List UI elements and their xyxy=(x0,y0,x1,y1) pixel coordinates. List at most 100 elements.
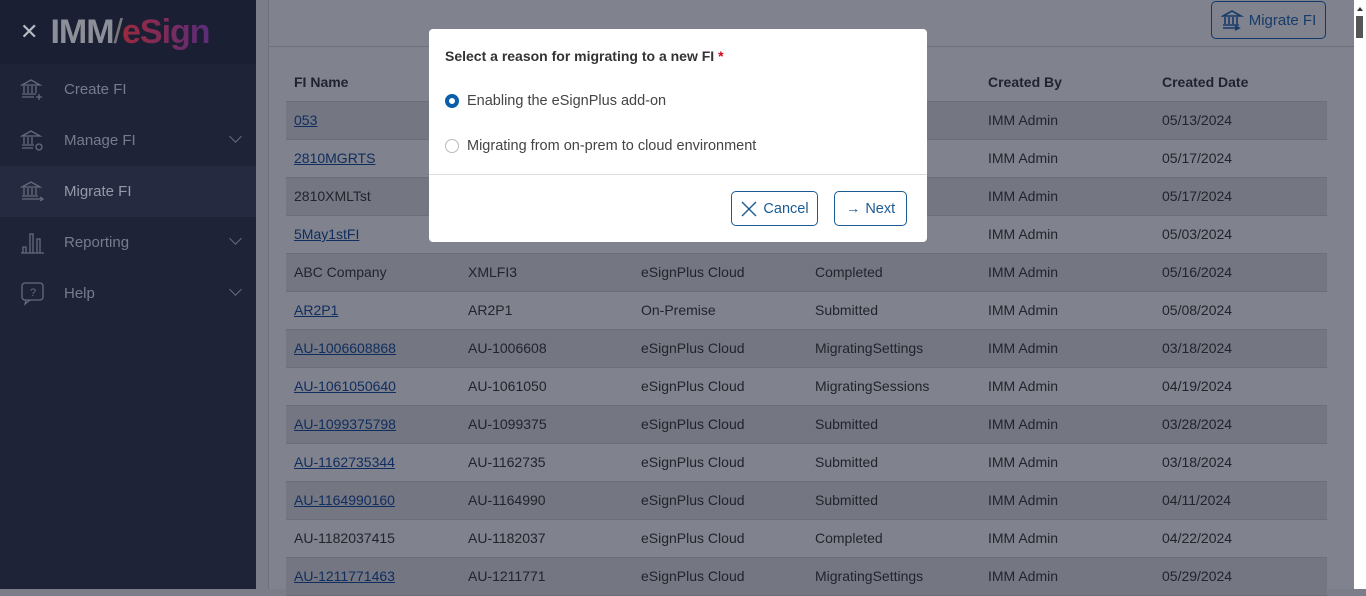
scrollbar[interactable] xyxy=(1354,0,1366,589)
table-row[interactable]: AU-1006608868 AU-1006608 eSignPlus Cloud Mi… xyxy=(286,329,1327,368)
cell-by: IMM Admin xyxy=(980,329,1154,368)
sidebar-item-label: Help xyxy=(64,285,95,302)
chevron-down-icon[interactable] xyxy=(229,232,242,245)
cell-c2: AU-1162735 xyxy=(460,443,633,482)
migrate-fi-button[interactable]: Migrate FI xyxy=(1211,1,1326,39)
radio-selected[interactable] xyxy=(445,94,459,108)
scrollbar-thumb[interactable] xyxy=(1356,16,1363,38)
cell-by: IMM Admin xyxy=(980,177,1154,216)
cell-date: 03/28/2024 xyxy=(1154,405,1327,444)
cell-c4: Completed xyxy=(807,253,980,292)
fi-name: 2810XMLTst xyxy=(294,188,371,204)
dialog-title: Select a reason for migrating to a new F… xyxy=(445,48,724,64)
column-header[interactable]: Created Date xyxy=(1154,63,1327,102)
chevron-down-icon[interactable] xyxy=(229,130,242,143)
cell-by: IMM Admin xyxy=(980,519,1154,558)
cell-c2: AU-1061050 xyxy=(460,367,633,406)
cell-c3: eSignPlus Cloud xyxy=(633,405,807,444)
divider xyxy=(429,174,927,175)
sidebar-item-migrate-fi[interactable]: Migrate FI xyxy=(0,166,256,217)
radio-unselected[interactable] xyxy=(445,139,459,153)
option-enable-esignplus[interactable]: Enabling the eSignPlus add-on xyxy=(445,93,666,109)
next-button[interactable]: → Next xyxy=(834,191,907,226)
sidebar-item-label: Migrate FI xyxy=(64,183,132,200)
fi-name: AU-1182037415 xyxy=(294,530,395,546)
help-icon: ? xyxy=(21,281,44,306)
cell-fi-name: AU-1164990160 xyxy=(286,481,460,520)
cell-fi-name: AU-1162735344 xyxy=(286,443,460,482)
logo: IMM/eSign xyxy=(50,12,210,51)
cell-c3: eSignPlus Cloud xyxy=(633,557,807,596)
cancel-button[interactable]: Cancel xyxy=(731,191,818,226)
sidebar-item-manage-fi[interactable]: Manage FI xyxy=(0,115,256,166)
cell-by: IMM Admin xyxy=(980,139,1154,178)
sidebar-item-label: Create FI xyxy=(64,81,127,98)
fi-name-link[interactable]: AU-1006608868 xyxy=(294,340,396,356)
table-row[interactable]: AU-1162735344 AU-1162735 eSignPlus Cloud Su… xyxy=(286,443,1327,482)
cell-date: 05/29/2024 xyxy=(1154,557,1327,596)
cell-c4: Submitted xyxy=(807,405,980,444)
cell-c3: eSignPlus Cloud xyxy=(633,481,807,520)
cell-by: IMM Admin xyxy=(980,481,1154,520)
cell-by: IMM Admin xyxy=(980,367,1154,406)
sidebar-item-label: Manage FI xyxy=(64,132,136,149)
table-row[interactable]: ABC Company XMLFI3 eSignPlus Cloud Complete… xyxy=(286,253,1327,292)
fi-name-link[interactable]: AU-1164990160 xyxy=(294,492,395,508)
svg-text:?: ? xyxy=(30,287,36,299)
bank-gear-icon xyxy=(20,129,43,151)
fi-name-link[interactable]: AU-1099375798 xyxy=(294,416,396,432)
arrow-right-icon: → xyxy=(845,200,861,217)
cell-fi-name: AU-1006608868 xyxy=(286,329,460,368)
cell-fi-name: AU-1182037415 xyxy=(286,519,460,558)
cell-c4: Submitted xyxy=(807,443,980,482)
cell-date: 05/17/2024 xyxy=(1154,177,1327,216)
chevron-down-icon[interactable] xyxy=(229,283,242,296)
sidebar-item-create-fi[interactable]: Create FI xyxy=(0,64,256,115)
sidebar-item-reporting[interactable]: Reporting xyxy=(0,217,256,268)
fi-name-link[interactable]: AR2P1 xyxy=(294,302,339,318)
sidebar-item-help[interactable]: ? Help xyxy=(0,268,256,319)
cell-c2: AU-1006608 xyxy=(460,329,633,368)
fi-name-link[interactable]: 5May1stFI xyxy=(294,226,360,242)
fi-name: ABC Company xyxy=(294,264,387,280)
cell-by: IMM Admin xyxy=(980,101,1154,140)
cell-fi-name: AU-1099375798 xyxy=(286,405,460,444)
fi-name-link[interactable]: 2810MGRTS xyxy=(294,150,376,166)
cell-date: 05/03/2024 xyxy=(1154,215,1327,254)
cell-date: 04/22/2024 xyxy=(1154,519,1327,558)
cell-by: IMM Admin xyxy=(980,215,1154,254)
cell-c4: MigratingSessions xyxy=(807,367,980,406)
cell-c4: Submitted xyxy=(807,481,980,520)
option-onprem-to-cloud[interactable]: Migrating from on-prem to cloud environm… xyxy=(445,138,756,154)
cell-c2: AU-1164990 xyxy=(460,481,633,520)
fi-name-link[interactable]: AU-1061050640 xyxy=(294,378,396,394)
fi-name-link[interactable]: 053 xyxy=(294,112,318,128)
table-row[interactable]: AU-1211771463 AU-1211771 eSignPlus Cloud Mi… xyxy=(286,557,1327,596)
cell-c3: On-Premise xyxy=(633,291,807,330)
cell-c4: MigratingSettings xyxy=(807,557,980,596)
cell-c4: Submitted xyxy=(807,291,980,330)
cell-by: IMM Admin xyxy=(980,291,1154,330)
cell-date: 05/13/2024 xyxy=(1154,101,1327,140)
sidebar-item-label: Reporting xyxy=(64,234,130,251)
cell-c2: XMLFI3 xyxy=(460,253,633,292)
fi-name-link[interactable]: AU-1162735344 xyxy=(294,454,395,470)
table-row[interactable]: AU-1061050640 AU-1061050 eSignPlus Cloud Mi… xyxy=(286,367,1327,406)
cell-date: 03/18/2024 xyxy=(1154,443,1327,482)
sidebar: ✕ IMM/eSign Create FI Manage FI Migrate FI… xyxy=(0,0,256,589)
table-row[interactable]: AU-1164990160 AU-1164990 eSignPlus Cloud Su… xyxy=(286,481,1327,520)
fi-name-link[interactable]: AU-1211771463 xyxy=(294,568,395,584)
close-icon xyxy=(741,201,757,216)
scroll-up-arrow-icon[interactable] xyxy=(1357,4,1363,11)
table-row[interactable]: AU-1099375798 AU-1099375 eSignPlus Cloud Su… xyxy=(286,405,1327,444)
cell-by: IMM Admin xyxy=(980,557,1154,596)
cell-by: IMM Admin xyxy=(980,253,1154,292)
table-row[interactable]: AU-1182037415 AU-1182037 eSignPlus Cloud Co… xyxy=(286,519,1327,558)
cell-date: 04/19/2024 xyxy=(1154,367,1327,406)
bank-plus-icon xyxy=(20,78,43,100)
table-row[interactable]: AR2P1 AR2P1 On-Premise Submitted IMM Admin 05… xyxy=(286,291,1327,330)
column-header[interactable]: Created By xyxy=(980,63,1154,102)
cell-by: IMM Admin xyxy=(980,405,1154,444)
cell-c2: AR2P1 xyxy=(460,291,633,330)
close-icon[interactable]: ✕ xyxy=(20,19,39,44)
